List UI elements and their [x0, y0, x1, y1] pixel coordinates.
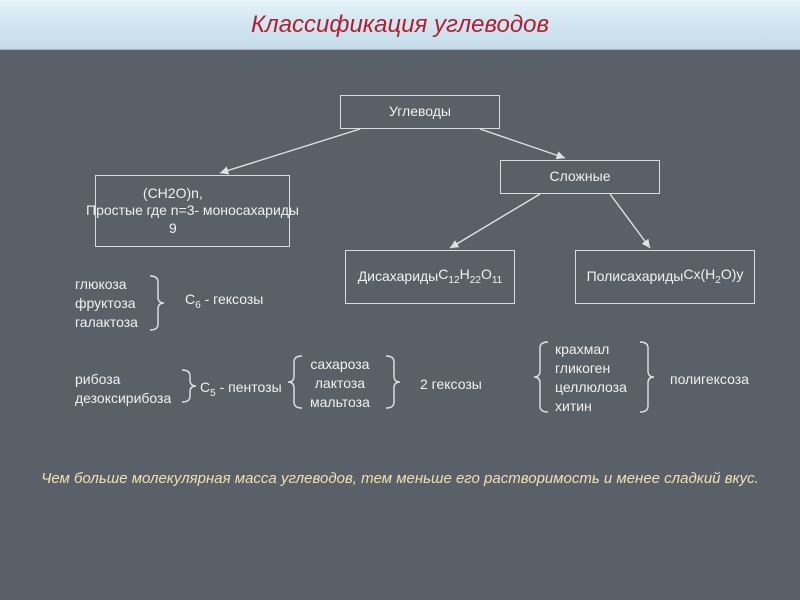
footer-note: Чем больше молекулярная масса углеводов,…: [0, 470, 800, 487]
diagram-canvas: Углеводы Простые(CH2O)n, где n=3-9моноса…: [0, 50, 800, 600]
label-polysacch-list: крахмалгликогенцеллюлозахитин: [555, 340, 627, 416]
label-disacch-list: сахарозалактозамальтоза: [310, 355, 370, 412]
node-polysaccharide: ПолисахаридыCx(H2O)y: [575, 250, 755, 304]
page-title: Классификация углеводов: [251, 11, 549, 39]
node-complex: Сложные: [500, 160, 660, 194]
node-simple: Простые(CH2O)n, где n=3-9моносахариды: [95, 175, 290, 247]
header-bar: Классификация углеводов: [0, 0, 800, 50]
label-ribose-group: рибозадезоксирибоза: [75, 370, 171, 408]
node-disaccharide: ДисахаридыC12H22O11: [345, 250, 515, 304]
label-hexose: C6 - гексозы: [185, 290, 263, 312]
label-glucose-group: глюкозафруктозагалактоза: [75, 275, 138, 332]
label-pentose: C5 - пентозы: [200, 378, 282, 400]
node-root: Углеводы: [340, 95, 500, 129]
label-two-hexose: 2 гексозы: [420, 375, 482, 394]
label-polyhexose: полигексоза: [670, 370, 749, 389]
